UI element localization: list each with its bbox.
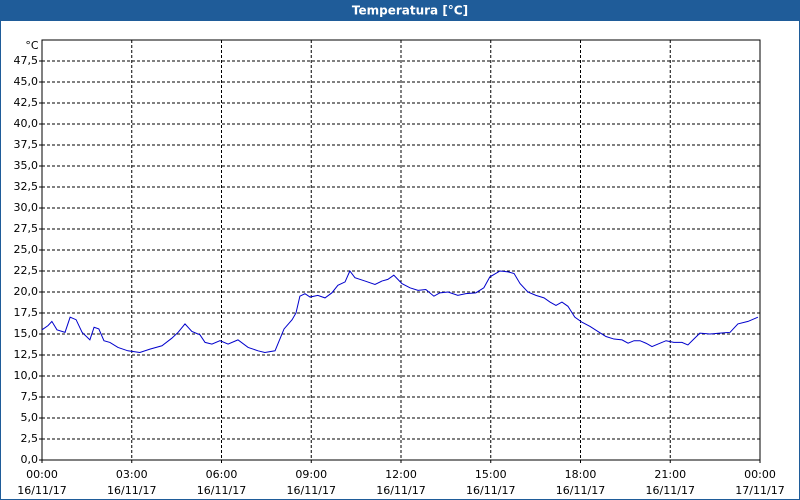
x-tick-label: 09:00 xyxy=(295,468,327,481)
x-tick-date: 16/11/17 xyxy=(197,484,246,497)
x-tick-label: 00:00 xyxy=(26,468,58,481)
y-tick-label: 45,0 xyxy=(14,75,39,88)
y-tick-label: 10,0 xyxy=(14,369,39,382)
y-tick-label: 22,5 xyxy=(14,264,39,277)
x-tick-label: 03:00 xyxy=(116,468,148,481)
y-tick-label: 0,0 xyxy=(21,453,39,466)
x-tick-date: 16/11/17 xyxy=(646,484,695,497)
x-tick-label: 15:00 xyxy=(475,468,507,481)
y-tick-label: 12,5 xyxy=(14,348,39,361)
title-bar xyxy=(0,0,800,21)
x-tick-date: 16/11/17 xyxy=(17,484,66,497)
y-tick-label: 5,0 xyxy=(21,411,39,424)
y-tick-label: 40,0 xyxy=(14,117,39,130)
y-tick-label: 30,0 xyxy=(14,201,39,214)
y-tick-label: 35,0 xyxy=(14,159,39,172)
y-tick-label: 17,5 xyxy=(14,306,39,319)
x-tick-label: 00:00 xyxy=(744,468,776,481)
y-tick-label: 37,5 xyxy=(14,138,39,151)
y-tick-label: 42,5 xyxy=(14,96,39,109)
x-tick-date: 16/11/17 xyxy=(556,484,605,497)
line xyxy=(41,270,759,353)
y-tick-label: 25,0 xyxy=(14,243,39,256)
y-tick-label: 2,5 xyxy=(21,432,39,445)
x-tick-date: 16/11/17 xyxy=(107,484,156,497)
chart-title: Temperatura [°C] xyxy=(352,4,468,18)
y-tick-label: 47,5 xyxy=(14,54,39,67)
x-tick-label: 06:00 xyxy=(206,468,238,481)
x-tick-label: 12:00 xyxy=(385,468,417,481)
x-tick-date: 16/11/17 xyxy=(287,484,336,497)
x-tick-label: 18:00 xyxy=(565,468,597,481)
x-tick-date: 16/11/17 xyxy=(466,484,515,497)
x-tick-date: 16/11/17 xyxy=(376,484,425,497)
y-tick-label: 32,5 xyxy=(14,180,39,193)
y-axis-label: °C xyxy=(25,39,39,52)
y-tick-label: 20,0 xyxy=(14,285,39,298)
x-tick-label: 21:00 xyxy=(654,468,686,481)
y-tick-label: 7,5 xyxy=(21,390,39,403)
x-tick-date: 17/11/17 xyxy=(735,484,784,497)
y-tick-label: 27,5 xyxy=(14,222,39,235)
y-tick-label: 15,0 xyxy=(14,327,39,340)
